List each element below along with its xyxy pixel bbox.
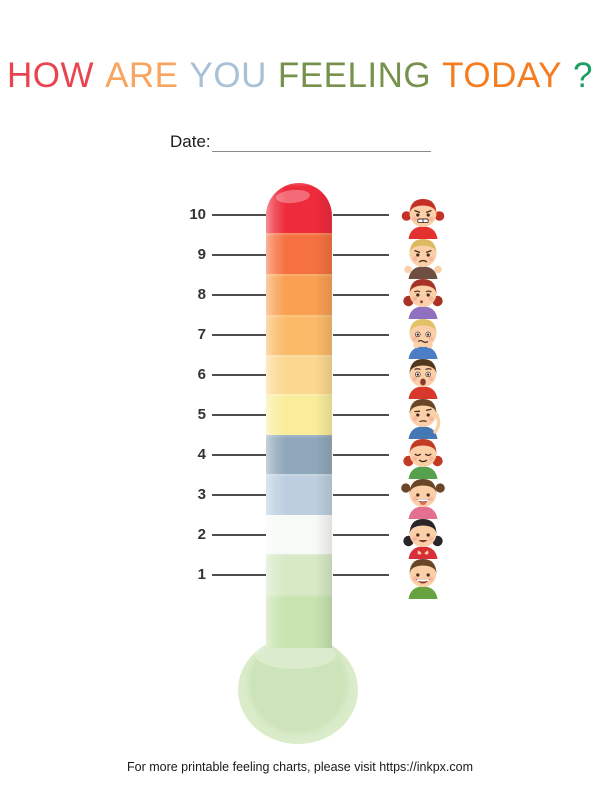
tick-line-right-3 — [333, 494, 389, 496]
title-word-today: TODAY — [442, 56, 562, 95]
page-title: HOW ARE YOU FEELING TODAY? — [0, 56, 600, 96]
face-angry-boy-level-9 — [399, 231, 447, 279]
tick-line-right-4 — [333, 454, 389, 456]
thermometer-segment-3 — [266, 474, 332, 515]
date-row: Date: — [170, 132, 431, 156]
thermometer-segment-9 — [266, 233, 332, 274]
tick-line-left-8 — [212, 294, 266, 296]
thermometer-segment-stem — [266, 595, 332, 648]
date-blank-line — [212, 151, 431, 152]
scale-number-1: 1 — [197, 566, 206, 583]
thermometer-segment-7 — [266, 315, 332, 355]
tick-line-right-2 — [333, 534, 389, 536]
scale-number-10: 10 — [189, 206, 206, 223]
tick-line-right-10 — [333, 214, 389, 216]
tick-line-left-1 — [212, 574, 266, 576]
title-word-are: ARE — [105, 56, 179, 95]
face-shocked-boy-level-6 — [399, 351, 447, 399]
scale-number-8: 8 — [197, 286, 206, 303]
tick-line-left-2 — [212, 534, 266, 536]
tick-line-right-1 — [333, 574, 389, 576]
tick-line-right-9 — [333, 254, 389, 256]
scale-number-5: 5 — [197, 406, 206, 423]
thermometer-segment-2 — [266, 515, 332, 554]
tick-line-right-6 — [333, 374, 389, 376]
thermometer-segment-10 — [266, 183, 332, 233]
face-loving-girl-level-2 — [399, 511, 447, 559]
tick-line-right-7 — [333, 334, 389, 336]
title-word-feeling: FEELING — [277, 56, 432, 95]
tick-line-left-5 — [212, 414, 266, 416]
tick-line-left-10 — [212, 214, 266, 216]
thermometer-segment-6 — [266, 355, 332, 394]
face-confused-boy-level-5 — [399, 391, 447, 439]
face-worried-girl-level-8 — [399, 271, 447, 319]
tick-line-left-6 — [212, 374, 266, 376]
tick-line-right-5 — [333, 414, 389, 416]
thermometer-segment-1 — [266, 554, 332, 595]
thermometer-segment-8 — [266, 274, 332, 315]
tick-line-right-8 — [333, 294, 389, 296]
scale-number-4: 4 — [197, 446, 206, 463]
scale-number-7: 7 — [197, 326, 206, 343]
face-happy-girl-level-3 — [399, 471, 447, 519]
face-calm-girl-level-4 — [399, 431, 447, 479]
tick-line-left-7 — [212, 334, 266, 336]
scale-number-3: 3 — [197, 486, 206, 503]
face-furious-girl-level-10 — [399, 191, 447, 239]
scale-number-6: 6 — [197, 366, 206, 383]
title-word-how: HOW — [7, 56, 95, 95]
title-word-q: ? — [573, 56, 593, 95]
scale-number-9: 9 — [197, 246, 206, 263]
title-word-you: YOU — [189, 56, 267, 95]
thermometer-segment-4 — [266, 435, 332, 474]
tick-line-left-4 — [212, 454, 266, 456]
thermometer-segment-5 — [266, 394, 332, 435]
date-label: Date: — [170, 132, 211, 151]
footer-note: For more printable feeling charts, pleas… — [127, 760, 473, 774]
thermometer-bulb — [238, 636, 358, 744]
scale-number-2: 2 — [197, 526, 206, 543]
tick-line-left-3 — [212, 494, 266, 496]
thermometer-tube — [266, 183, 332, 648]
tick-line-left-9 — [212, 254, 266, 256]
face-joyful-boy-level-1 — [399, 551, 447, 599]
face-anxious-boy-level-7 — [399, 311, 447, 359]
